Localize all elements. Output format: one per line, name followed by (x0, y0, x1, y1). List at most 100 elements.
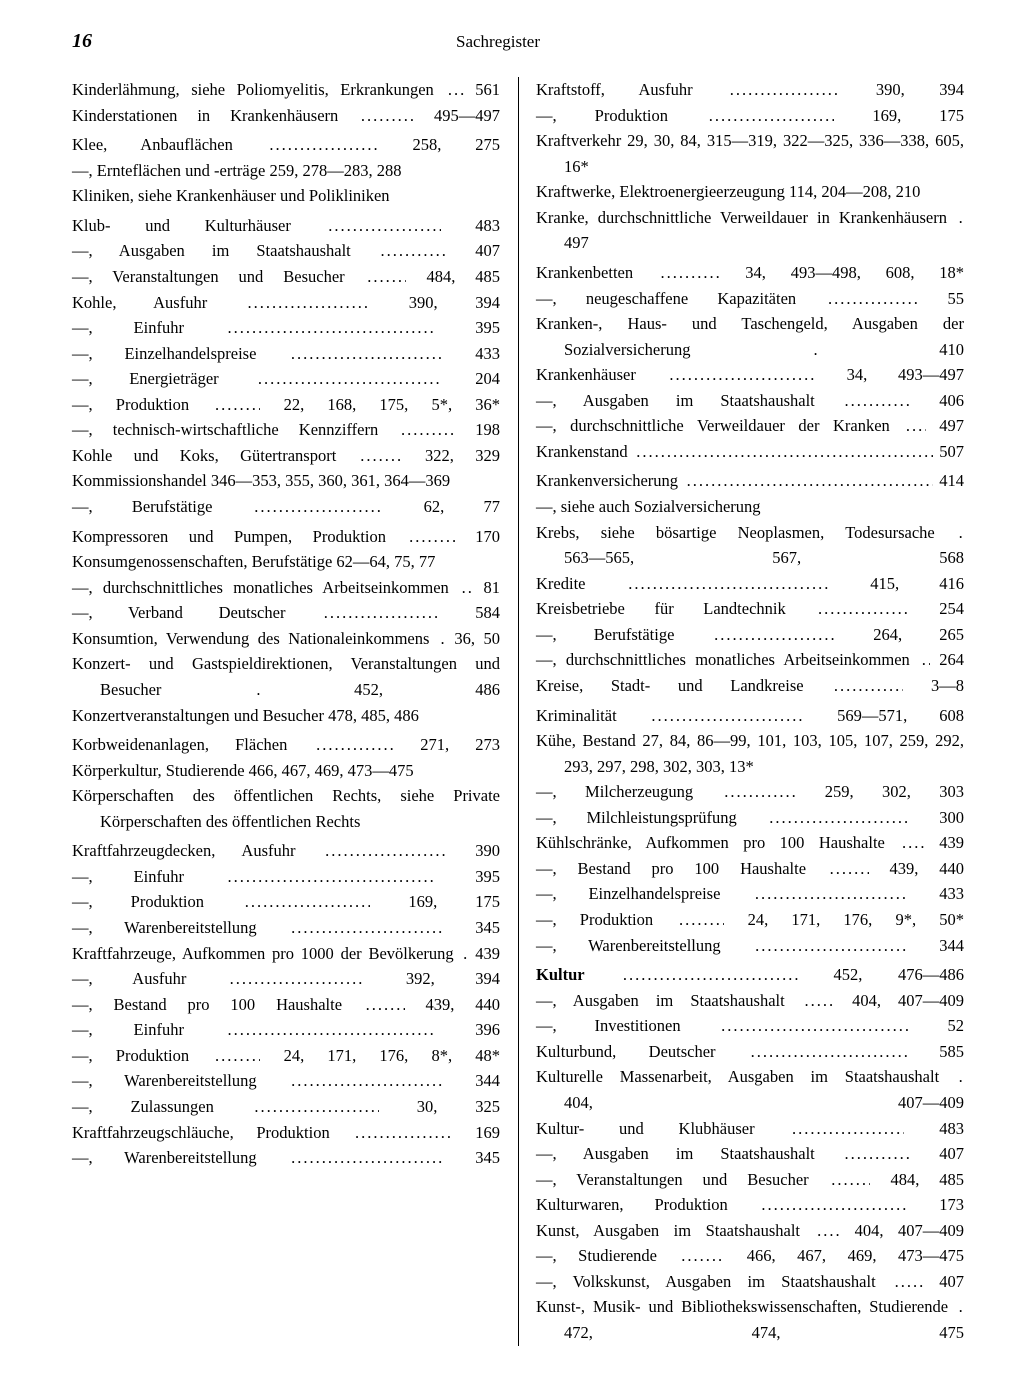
entry-text: —, Produktion (72, 892, 204, 911)
entry-text: —, Produktion (536, 910, 653, 929)
index-entry: —, Verband Deutscher ...................… (72, 600, 500, 626)
entry-pages: 169 (475, 1123, 500, 1142)
entry-text: Kultur (536, 965, 585, 984)
entry-text: —, durchschnittliche Verweildauer der Kr… (536, 416, 890, 435)
entry-pages: 585 (939, 1042, 964, 1061)
entry-text: Konsumgenossenschaften, Berufstätige 62—… (72, 552, 435, 571)
entry-text: —, Energieträger (72, 369, 219, 388)
entry-pages: 345 (475, 1148, 500, 1167)
leader-dots: ........................................… (811, 337, 819, 363)
entry-text: Kulturwaren, Produktion (536, 1195, 728, 1214)
leader-dots: ........................................… (815, 1218, 841, 1244)
leader-dots: ........................................… (288, 915, 443, 941)
index-entry: Kredite ................................… (536, 571, 964, 597)
entry-pages: 406 (939, 391, 964, 410)
index-entry: Kinderlähmung, siehe Poliomyelitis, Erkr… (72, 77, 500, 103)
leader-dots: ........................................… (892, 1269, 923, 1295)
index-entry: —, Energieträger .......................… (72, 366, 500, 392)
index-entry: —, Bestand pro 100 Haushalte ...........… (72, 992, 500, 1018)
entry-text: Kranken-, Haus- und Taschengeld, Ausgabe… (536, 314, 964, 359)
leader-dots: ........................................… (679, 1243, 726, 1269)
entry-pages: 24, 171, 176, 8*, 48* (284, 1046, 500, 1065)
leader-dots: ........................................… (212, 392, 260, 418)
index-entry: Kraftwerke, Elektroenergieerzeugung 114,… (536, 179, 964, 205)
entry-text: Korbweidenanlagen, Flächen (72, 735, 287, 754)
entry-text: Kraftfahrzeugdecken, Ausfuhr (72, 841, 296, 860)
entry-pages: 258, 275 (412, 135, 500, 154)
entry-text: —, Zulassungen (72, 1097, 214, 1116)
entry-text: Kulturelle Massenarbeit, Ausgaben im Sta… (536, 1067, 939, 1086)
leader-dots: ........................................… (288, 341, 443, 367)
entry-text: Kunst-, Musik- und Bibliothekswissenscha… (536, 1297, 948, 1316)
index-entry: Krankenhäuser ..........................… (536, 362, 964, 388)
index-entry: Körperkultur, Studierende 466, 467, 469,… (72, 758, 500, 784)
entry-pages: 300 (939, 808, 964, 827)
entry-pages: 561 (475, 80, 500, 99)
entry-text: —, Warenbereitstellung (536, 936, 721, 955)
entry-text: —, Ausgaben im Staatshaushalt (536, 391, 815, 410)
entry-text: —, Ernteflächen und -erträge 259, 278—28… (72, 161, 401, 180)
leader-dots: ........................................… (899, 830, 924, 856)
index-entry: Kraftfahrzeuge, Aufkommen pro 1000 der B… (72, 941, 500, 967)
index-entry: —, Warenbereitstellung .................… (536, 933, 964, 959)
entry-text: Kliniken, siehe Krankenhäuser und Polikl… (72, 186, 390, 205)
entry-pages: 404, 407—409 (564, 1093, 964, 1112)
entry-text: —, Studierende (536, 1246, 657, 1265)
entry-text: —, Produktion (72, 395, 189, 414)
entry-text: —, Bestand pro 100 Haushalte (72, 995, 342, 1014)
entry-text: —, Veranstaltungen und Besucher (72, 267, 345, 286)
entry-pages: 198 (475, 420, 500, 439)
leader-dots: ........................................… (267, 132, 379, 158)
entry-text: —, Ausfuhr (72, 969, 186, 988)
leader-dots: ........................................… (252, 1094, 379, 1120)
entry-pages: 169, 175 (872, 106, 964, 125)
leader-dots: ........................................… (460, 941, 468, 967)
index-entry: Kühe, Bestand 27, 84, 86—99, 101, 103, 1… (536, 728, 964, 779)
leader-dots: ........................................… (459, 575, 473, 601)
entry-text: —, Produktion (536, 106, 668, 125)
leader-dots: ........................................… (831, 673, 903, 699)
leader-dots: ........................................… (676, 907, 724, 933)
index-entry: —, Warenbereitstellung .................… (72, 915, 500, 941)
leader-dots: ........................................… (842, 1141, 912, 1167)
entry-text: Kreisbetriebe für Landtechnik (536, 599, 786, 618)
entry-pages: 390, 394 (409, 293, 500, 312)
entry-pages: 170 (475, 527, 500, 546)
entry-pages: 415, 416 (870, 574, 964, 593)
entry-text: Krankenhäuser (536, 365, 636, 384)
index-entry: Kultur- und Klubhäuser .................… (536, 1116, 964, 1142)
leader-dots: ........................................… (227, 966, 365, 992)
entry-text: —, durchschnittliches monatliches Arbeit… (72, 578, 449, 597)
leader-dots: ........................................… (634, 439, 934, 465)
index-entry: Kreise, Stadt- und Landkreise ..........… (536, 673, 964, 699)
leader-dots: ........................................… (667, 362, 816, 388)
leader-dots: ........................................… (322, 838, 448, 864)
entry-pages: 395 (475, 867, 500, 886)
page-header: 16 Sachregister (72, 30, 964, 53)
index-entry: —, Veranstaltungen und Besucher ........… (536, 1167, 964, 1193)
index-entry: Kraftverkehr 29, 30, 84, 315—319, 322—32… (536, 128, 964, 179)
entry-text: —, Einzelhandelspreise (72, 344, 256, 363)
leader-dots: ........................................… (242, 889, 370, 915)
leader-dots: ........................................… (842, 388, 912, 414)
index-entry: —, durchschnittliche Verweildauer der Kr… (536, 413, 964, 439)
leader-dots: ........................................… (956, 1294, 964, 1320)
index-entry: —, Investitionen .......................… (536, 1013, 964, 1039)
leader-dots: ........................................… (706, 103, 834, 129)
leader-dots: ........................................… (727, 77, 841, 103)
index-entry: Kultur .................................… (536, 962, 964, 988)
index-entry: Kraftstoff, Ausfuhr ....................… (536, 77, 964, 103)
index-entry: Krebs, siehe bösartige Neoplasmen, Todes… (536, 520, 964, 571)
entry-text: —, durchschnittliches monatliches Arbeit… (536, 650, 910, 669)
entry-pages: 264, 265 (873, 625, 964, 644)
leader-dots: ........................................… (255, 366, 438, 392)
entry-text: —, Verband Deutscher (72, 603, 285, 622)
entry-text: —, Volkskunst, Ausgaben im Staatshaushal… (536, 1272, 876, 1291)
leader-dots: ........................................… (825, 286, 918, 312)
entry-pages: 407 (939, 1144, 964, 1163)
entry-pages: 472, 474, 475 (564, 1323, 964, 1342)
leader-dots: ........................................… (254, 677, 262, 703)
entry-pages: 22, 168, 175, 5*, 36* (284, 395, 500, 414)
entry-pages: 34, 493—498, 608, 18* (745, 263, 964, 282)
leader-dots: ........................................… (956, 205, 964, 231)
